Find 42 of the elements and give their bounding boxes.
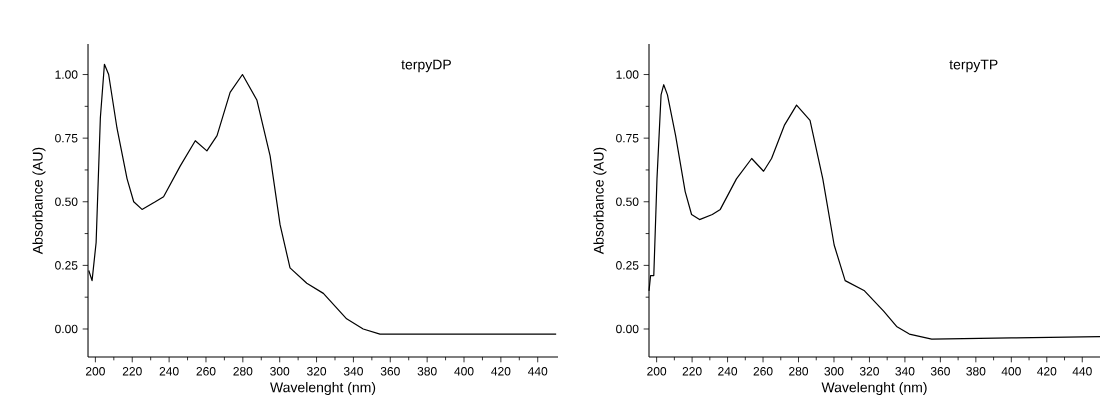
x-tick-label: 340 — [895, 367, 915, 376]
x-tick-label: 360 — [380, 367, 400, 376]
x-tick-label: 340 — [343, 367, 363, 376]
x-tick-label: 380 — [966, 367, 986, 376]
x-tick-label: 420 — [1037, 367, 1057, 376]
x-tick-label: 320 — [859, 367, 879, 376]
y-tick-label: 1.00 — [55, 70, 78, 79]
x-tick-label: 260 — [196, 367, 216, 376]
x-tick-label: 300 — [270, 367, 290, 376]
x-tick-label: 440 — [527, 367, 548, 376]
y-tick-label: 0.00 — [616, 324, 639, 334]
annotation: terpyDP — [401, 59, 451, 73]
x-tick-label: 420 — [491, 367, 511, 376]
x-tick-label: 360 — [930, 367, 950, 376]
y-axis-title: Absorbance (AU) — [593, 147, 607, 255]
x-tick-label: 400 — [454, 367, 474, 376]
x-tick-label: 280 — [789, 367, 809, 376]
y-tick-label: 0.50 — [616, 197, 639, 207]
y-tick-label: 0.25 — [55, 261, 78, 270]
x-tick-label: 380 — [417, 367, 437, 376]
y-tick-label: 1.00 — [616, 70, 639, 79]
x-tick-label: 320 — [307, 367, 327, 376]
x-tick-label: 200 — [85, 367, 105, 376]
x-tick-label: 220 — [682, 367, 702, 376]
x-tick-label: 280 — [233, 367, 253, 376]
y-tick-label: 0.25 — [616, 261, 639, 270]
y-tick-label: 0.75 — [616, 133, 639, 143]
y-axis-title: Absorbance (AU) — [32, 147, 46, 255]
x-tick-label: 260 — [753, 367, 773, 376]
x-tick-label: 240 — [718, 367, 738, 376]
x-tick-label: 220 — [122, 367, 142, 376]
x-tick-label: 200 — [647, 367, 667, 376]
x-tick-label: 240 — [159, 367, 179, 376]
y-tick-label: 0.00 — [55, 324, 78, 334]
x-tick-label: 400 — [1001, 367, 1021, 376]
annotation: terpyTP — [949, 59, 998, 73]
x-axis-title: Wavelenght (nm) — [270, 382, 376, 396]
x-tick-label: 440 — [1072, 367, 1092, 376]
x-axis-title: Wavelenght (nm) — [821, 382, 927, 396]
y-tick-label: 0.50 — [55, 197, 78, 207]
x-tick-label: 300 — [824, 367, 844, 376]
y-tick-label: 0.75 — [55, 133, 78, 143]
